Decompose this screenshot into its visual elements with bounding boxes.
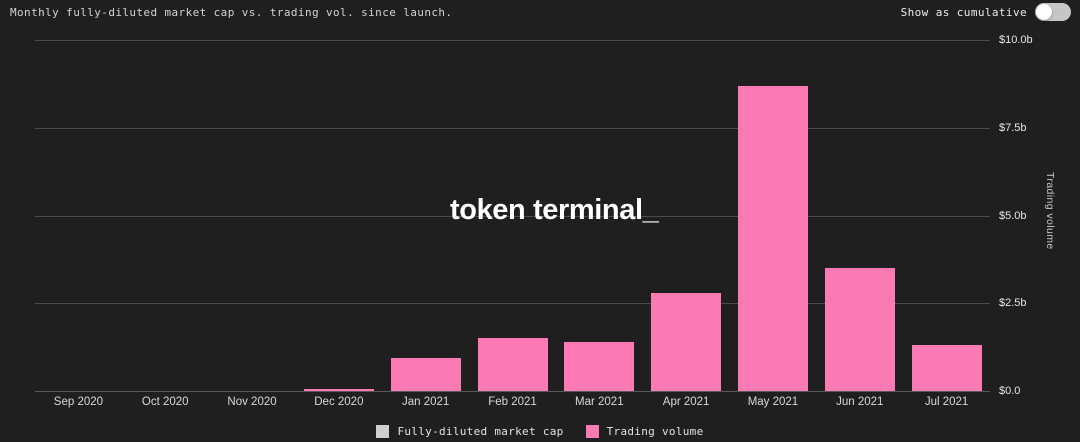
x-tick-oct-2020: Oct 2020 — [141, 396, 189, 408]
x-tick-jan-2021: Jan 2021 — [402, 396, 450, 408]
cumulative-toggle-group: Show as cumulative — [901, 3, 1071, 21]
y-axis-tick-labels: $10.0b $7.5b $5.0b $2.5b $0.0 — [999, 34, 1069, 397]
x-tick-nov-2020: Nov 2020 — [227, 396, 277, 408]
bar-trading-volume-dec-2020[interactable] — [303, 388, 374, 391]
chart-title: Monthly fully-diluted market cap vs. tra… — [10, 6, 453, 19]
gridline-2-5b — [35, 303, 990, 305]
x-tick-dec-2020: Dec 2020 — [314, 396, 364, 408]
market-cap-swatch-icon — [376, 424, 390, 438]
x-tick-apr-2021: Apr 2021 — [662, 396, 710, 408]
legend-label-market-cap: Fully-diluted market cap — [397, 424, 564, 438]
token-terminal-watermark: token terminal_ — [450, 194, 659, 226]
bar-trading-volume-mar-2021[interactable] — [564, 341, 635, 391]
y-tick-0-0: $0.0 — [999, 385, 1021, 397]
x-tick-sep-2020: Sep 2020 — [53, 396, 104, 408]
y-tick-5-0b: $5.0b — [999, 209, 1027, 222]
gridline-10-0b — [35, 40, 990, 41]
y-axis-title: Trading volume — [1044, 172, 1056, 250]
y-tick-10-0b: $10.0b — [999, 34, 1033, 46]
legend-label-trading-volume: Trading volume — [606, 424, 704, 438]
legend-item-fully-diluted-market-cap[interactable]: Fully-diluted market cap — [376, 424, 564, 438]
y-tick-2-5b: $2.5b — [999, 297, 1027, 310]
toggle-knob-icon — [1036, 4, 1052, 20]
gridline-7-5b — [35, 127, 990, 129]
bar-trading-volume-may-2021[interactable] — [737, 85, 808, 391]
x-tick-jun-2021: Jun 2021 — [836, 396, 884, 408]
x-axis-tick-labels: Sep 2020 Oct 2020 Nov 2020 Dec 2020 Jan 2021… — [35, 396, 990, 412]
y-tick-7-5b: $7.5b — [999, 121, 1027, 134]
x-tick-jul-2021: Jul 2021 — [924, 396, 969, 408]
bar-trading-volume-apr-2021[interactable] — [651, 292, 722, 391]
bar-trading-volume-jun-2021[interactable] — [824, 268, 895, 391]
legend: Fully-diluted market cap Trading volume — [0, 423, 1080, 439]
gridline-5-0b — [35, 215, 990, 217]
trading-volume-swatch-icon — [585, 424, 599, 438]
x-tick-feb-2021: Feb 2021 — [488, 396, 537, 408]
plot-area — [35, 40, 990, 392]
gridline-0-0 — [35, 391, 990, 392]
cumulative-toggle-switch[interactable] — [1035, 3, 1071, 21]
x-tick-mar-2021: Mar 2021 — [575, 396, 624, 408]
bar-trading-volume-jul-2021[interactable] — [911, 345, 982, 391]
legend-item-trading-volume[interactable]: Trading volume — [585, 424, 704, 438]
cumulative-toggle-label: Show as cumulative — [900, 5, 1027, 19]
bar-trading-volume-jan-2021[interactable] — [390, 357, 461, 391]
bar-trading-volume-feb-2021[interactable] — [477, 338, 548, 391]
x-tick-may-2021: May 2021 — [747, 396, 799, 408]
